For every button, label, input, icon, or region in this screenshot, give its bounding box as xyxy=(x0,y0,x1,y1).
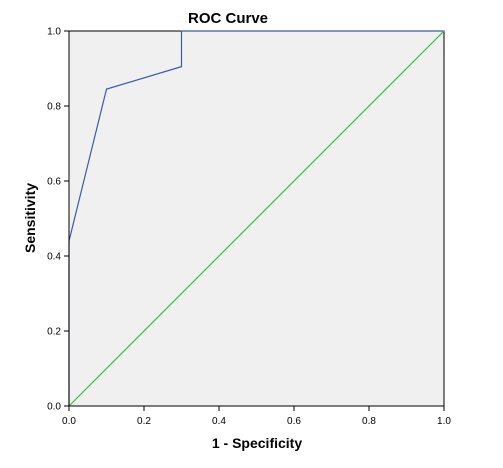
y-axis-label: Sensitivity xyxy=(22,183,38,253)
y-tick-label: 1.0 xyxy=(47,27,61,38)
x-tick-label: 0.6 xyxy=(287,416,301,427)
x-tick-label: 0.2 xyxy=(137,416,151,427)
y-tick-label: 0.8 xyxy=(47,102,61,113)
x-tick-label: 0.8 xyxy=(362,416,376,427)
chart-title: ROC Curve xyxy=(188,10,268,27)
axis-layer: 0.0 0.2 0.4 0.6 0.8 1.0 0.0 0.2 0.4 0.6 0.8 1.0 xyxy=(47,27,451,428)
x-tick-label: 0.4 xyxy=(212,416,226,427)
x-axis-label: 1 - Specificity xyxy=(212,435,302,451)
y-tick-label: 0.0 xyxy=(47,402,61,413)
y-tick-label: 0.4 xyxy=(47,252,61,263)
y-tick-label: 0.2 xyxy=(47,327,61,338)
reference-diagonal-line xyxy=(68,30,445,407)
x-tick-label: 0.0 xyxy=(62,416,76,427)
x-tick-label: 1.0 xyxy=(437,416,451,427)
y-tick-label: 0.6 xyxy=(47,177,61,188)
